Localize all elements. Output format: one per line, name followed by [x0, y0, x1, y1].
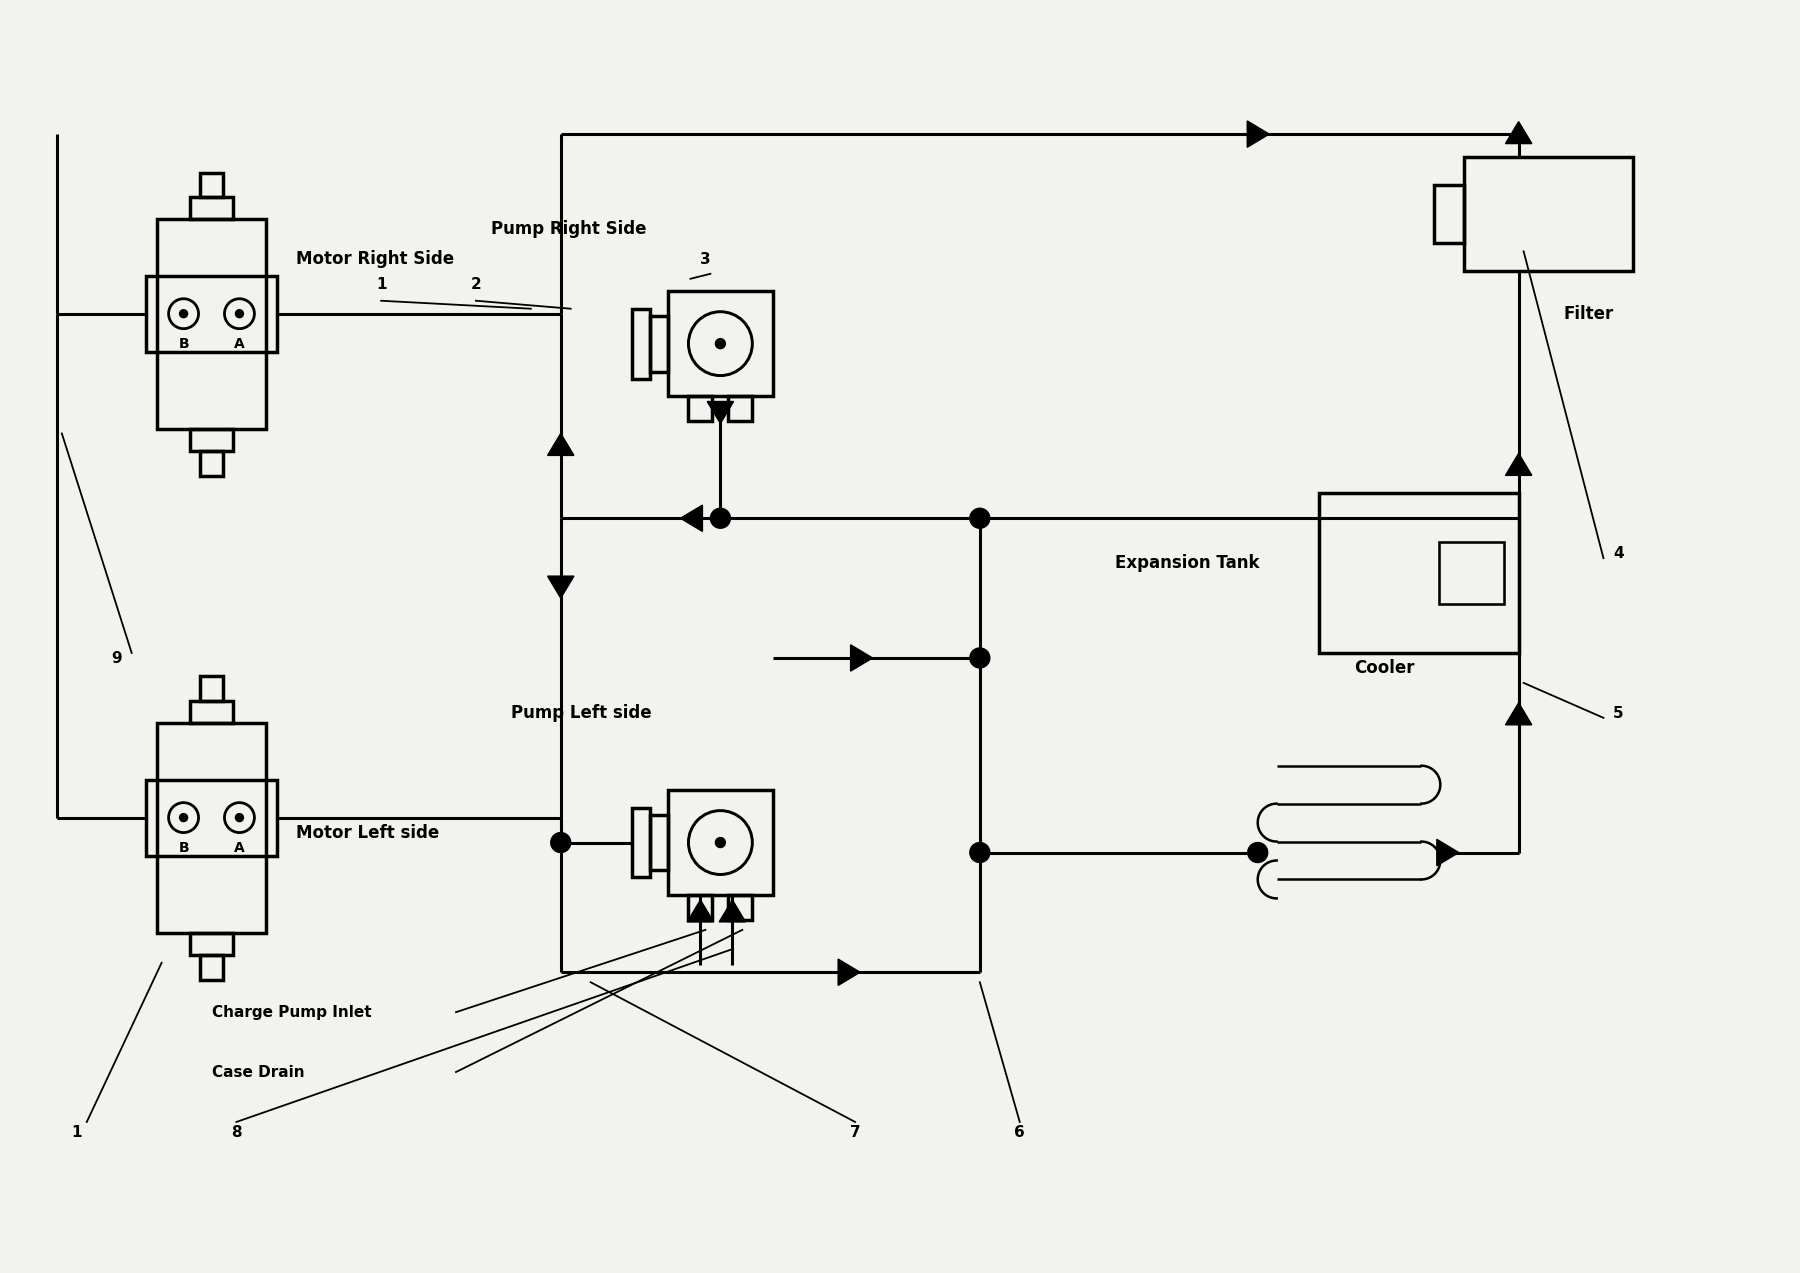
Bar: [650, 815, 668, 871]
Polygon shape: [547, 433, 574, 456]
Bar: [189, 197, 234, 219]
Polygon shape: [720, 900, 745, 922]
Circle shape: [715, 339, 725, 349]
Bar: [1435, 185, 1463, 243]
Bar: [200, 676, 223, 701]
Text: 9: 9: [112, 651, 122, 666]
Text: 1: 1: [72, 1125, 83, 1139]
Circle shape: [236, 813, 243, 821]
Polygon shape: [1436, 839, 1458, 866]
Polygon shape: [1505, 453, 1532, 475]
Bar: [200, 451, 223, 476]
Polygon shape: [1247, 121, 1269, 148]
Bar: [1438, 542, 1503, 605]
Bar: [668, 791, 772, 895]
Text: Case Drain: Case Drain: [212, 1064, 304, 1080]
Bar: [189, 933, 234, 955]
Bar: [650, 316, 668, 372]
Text: B: B: [178, 840, 189, 854]
Text: Motor Right Side: Motor Right Side: [297, 250, 454, 267]
Text: Expansion Tank: Expansion Tank: [1114, 554, 1258, 572]
Polygon shape: [680, 505, 702, 531]
Text: Filter: Filter: [1564, 304, 1615, 323]
Circle shape: [970, 843, 990, 863]
Circle shape: [551, 833, 571, 853]
Text: 6: 6: [1015, 1125, 1026, 1139]
Bar: [157, 219, 266, 429]
Polygon shape: [688, 900, 713, 922]
Text: 2: 2: [470, 276, 481, 292]
Circle shape: [970, 648, 990, 668]
Polygon shape: [851, 645, 873, 671]
Text: 1: 1: [376, 276, 387, 292]
Bar: [1463, 157, 1633, 271]
Text: A: A: [234, 336, 245, 350]
Bar: [1319, 494, 1519, 653]
Text: Charge Pump Inlet: Charge Pump Inlet: [212, 1004, 371, 1020]
Text: 5: 5: [1613, 705, 1624, 721]
Polygon shape: [707, 401, 734, 424]
Bar: [632, 807, 650, 877]
Bar: [200, 955, 223, 980]
Circle shape: [970, 508, 990, 528]
Circle shape: [180, 813, 187, 821]
Text: 3: 3: [700, 252, 711, 267]
Bar: [200, 173, 223, 197]
Bar: [668, 292, 772, 396]
Bar: [632, 309, 650, 378]
Text: Pump Left side: Pump Left side: [511, 704, 652, 722]
Circle shape: [711, 508, 731, 528]
Bar: [729, 895, 752, 920]
Text: Pump Right Side: Pump Right Side: [491, 220, 646, 238]
Circle shape: [236, 309, 243, 318]
Text: Cooler: Cooler: [1354, 659, 1415, 677]
Bar: [729, 396, 752, 421]
Bar: [189, 701, 234, 723]
Text: 4: 4: [1613, 546, 1624, 561]
Circle shape: [180, 309, 187, 318]
Bar: [189, 429, 234, 451]
Polygon shape: [1505, 122, 1532, 144]
Polygon shape: [547, 577, 574, 598]
Polygon shape: [839, 959, 860, 985]
Bar: [146, 779, 277, 855]
Polygon shape: [1505, 703, 1532, 724]
Circle shape: [715, 838, 725, 848]
Bar: [157, 723, 266, 933]
Text: A: A: [234, 840, 245, 854]
Bar: [688, 895, 713, 920]
Circle shape: [1247, 843, 1267, 863]
Bar: [688, 396, 713, 421]
Text: 7: 7: [850, 1125, 860, 1139]
Bar: [146, 276, 277, 351]
Text: Motor Left side: Motor Left side: [297, 824, 439, 841]
Text: 8: 8: [230, 1125, 241, 1139]
Text: B: B: [178, 336, 189, 350]
